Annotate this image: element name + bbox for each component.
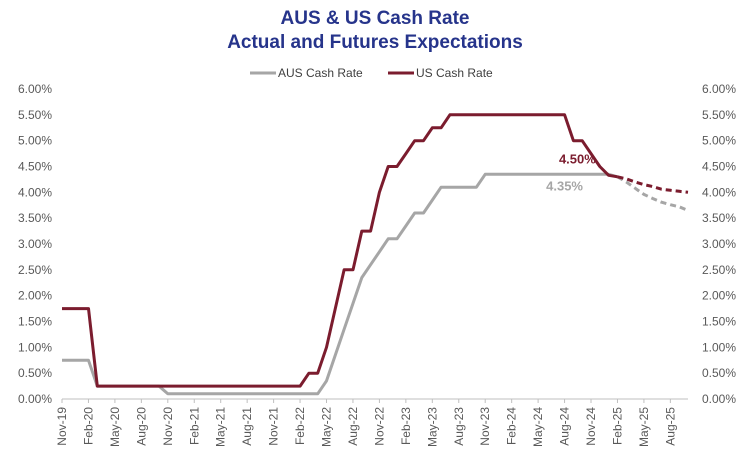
x-tick-label: Feb-21 <box>187 407 201 445</box>
y-tick-label-left: 0.00% <box>18 392 52 406</box>
x-tick-label: May-20 <box>108 407 122 447</box>
x-tick-label: Feb-23 <box>399 407 413 445</box>
y-tick-label-right: 3.50% <box>702 211 736 225</box>
y-tick-label-right: 0.00% <box>702 392 736 406</box>
y-tick-label-right: 1.50% <box>702 315 736 329</box>
aus-cash-rate-actual-line <box>62 172 618 396</box>
x-tick-label: Feb-24 <box>505 407 519 445</box>
y-tick-label-right: 4.50% <box>702 160 736 174</box>
x-tick-label: Nov-19 <box>55 407 69 446</box>
y-tick-label-right: 4.00% <box>702 185 736 199</box>
annotation-label: 4.50% <box>559 152 596 167</box>
y-tick-label-right: 3.00% <box>702 237 736 251</box>
x-tick-label: Feb-25 <box>610 407 624 445</box>
us-cash-rate-actual-line <box>62 113 618 388</box>
y-tick-label-right: 5.00% <box>702 134 736 148</box>
y-tick-label-left: 3.50% <box>18 211 52 225</box>
x-tick-label: Nov-20 <box>161 407 175 446</box>
x-tick-label: Nov-22 <box>372 407 386 446</box>
x-tick-label: Aug-25 <box>663 407 677 446</box>
y-tick-label-left: 2.50% <box>18 263 52 277</box>
x-tick-label: Aug-23 <box>452 407 466 446</box>
chart-subtitle: Actual and Futures Expectations <box>227 32 523 53</box>
y-tick-label-left: 6.00% <box>18 82 52 96</box>
y-tick-label-right: 2.00% <box>702 289 736 303</box>
x-tick-label: Nov-21 <box>267 407 281 446</box>
us-cash-rate-expected-line <box>617 175 689 194</box>
y-tick-label-left: 0.50% <box>18 366 52 380</box>
y-tick-label-left: 4.50% <box>18 160 52 174</box>
y-tick-label-right: 1.00% <box>702 340 736 354</box>
y-tick-label-left: 2.00% <box>18 289 52 303</box>
y-tick-label-right: 2.50% <box>702 263 736 277</box>
x-tick-label: May-21 <box>214 407 228 447</box>
x-tick-label: Aug-24 <box>558 407 572 446</box>
y-tick-label-left: 5.50% <box>18 108 52 122</box>
y-tick-label-left: 5.00% <box>18 134 52 148</box>
y-tick-label-left: 1.00% <box>18 340 52 354</box>
y-tick-label-left: 1.50% <box>18 315 52 329</box>
legend-aus-label: AUS Cash Rate <box>278 66 363 80</box>
y-tick-label-right: 5.50% <box>702 108 736 122</box>
y-tick-label-right: 6.00% <box>702 82 736 96</box>
x-tick-label: Aug-20 <box>134 407 148 446</box>
x-tick-label: Nov-23 <box>478 407 492 446</box>
x-tick-label: Aug-21 <box>240 407 254 446</box>
y-tick-label-right: 0.50% <box>702 366 736 380</box>
legend-us-label: US Cash Rate <box>416 66 493 80</box>
annotation-label: 4.35% <box>546 178 583 193</box>
y-tick-label-left: 4.00% <box>18 185 52 199</box>
x-tick-label: Aug-22 <box>346 407 360 446</box>
x-tick-label: May-23 <box>425 407 439 447</box>
x-tick-label: Nov-24 <box>584 407 598 446</box>
x-tick-label: May-25 <box>637 407 651 447</box>
aus-cash-rate-expected-line <box>616 175 689 212</box>
x-tick-label: Feb-20 <box>81 407 95 445</box>
x-tick-label: May-24 <box>531 407 545 447</box>
y-tick-label-left: 3.00% <box>18 237 52 251</box>
chart-title: AUS & US Cash Rate <box>280 8 470 29</box>
x-tick-label: Feb-22 <box>293 407 307 445</box>
x-tick-label: May-22 <box>320 407 334 447</box>
